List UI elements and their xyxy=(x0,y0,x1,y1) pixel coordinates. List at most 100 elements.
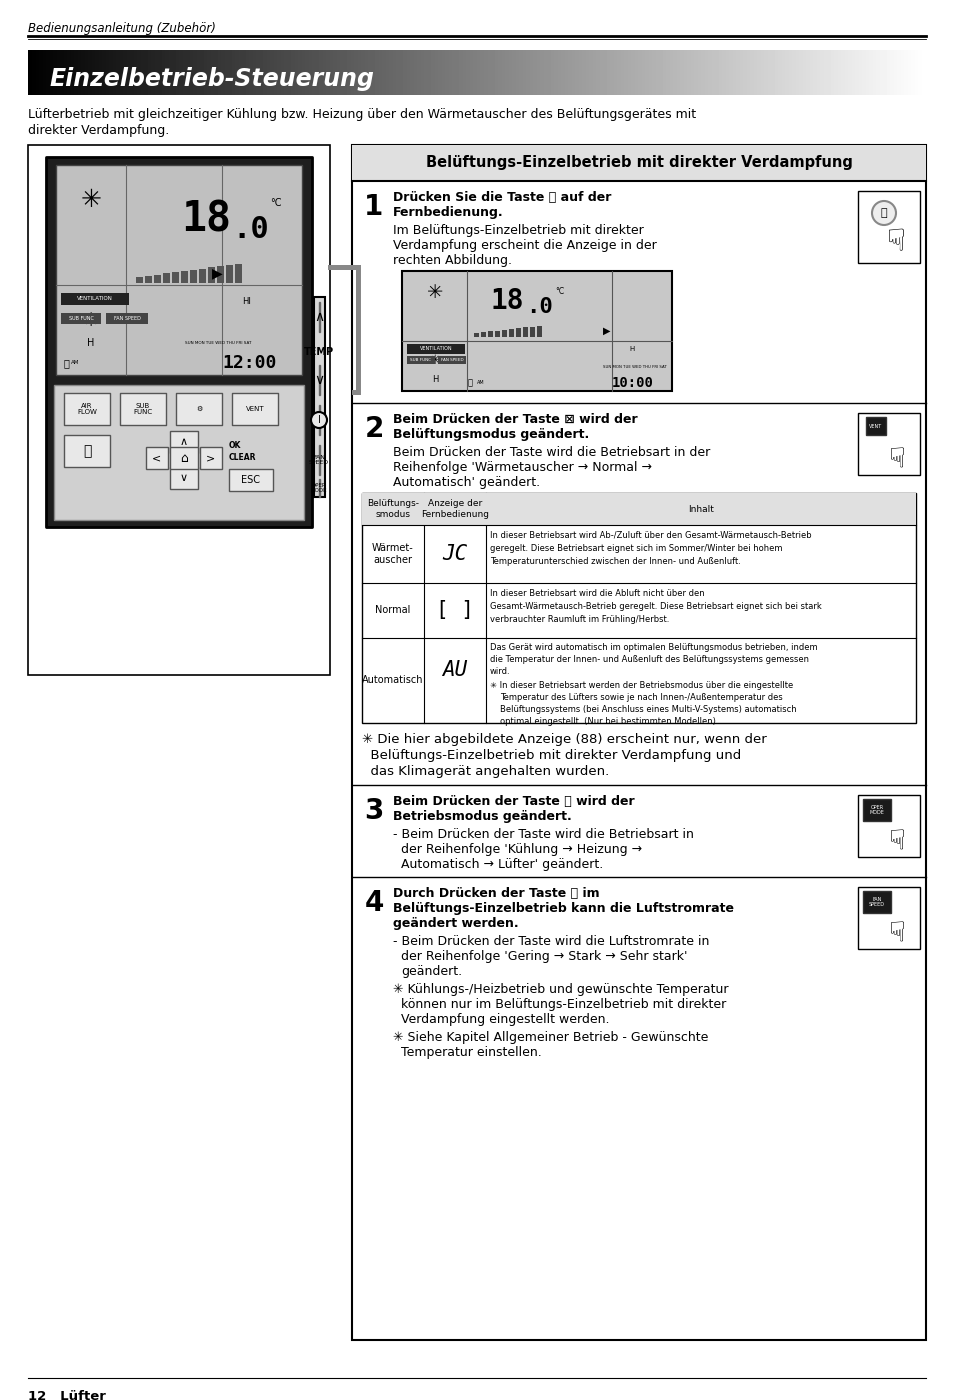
Bar xyxy=(401,272,671,391)
Text: ✳ Die hier abgebildete Anzeige (88) erscheint nur, wenn der: ✳ Die hier abgebildete Anzeige (88) ersc… xyxy=(361,734,766,746)
Text: °C: °C xyxy=(270,197,281,209)
Text: CLEAR: CLEAR xyxy=(229,452,256,462)
Text: SUB FUNC: SUB FUNC xyxy=(410,358,431,363)
Bar xyxy=(318,365,319,395)
Bar xyxy=(46,157,312,526)
Text: TEMP: TEMP xyxy=(304,347,334,357)
Bar xyxy=(175,393,222,426)
Text: <: < xyxy=(152,454,161,463)
Bar xyxy=(361,493,915,722)
Text: ☞: ☞ xyxy=(878,920,906,945)
Text: Belüftungs-Einzelbetrieb mit direkter Verdampfung: Belüftungs-Einzelbetrieb mit direkter Ve… xyxy=(425,155,852,171)
Circle shape xyxy=(311,412,327,428)
Text: SUB FUNC: SUB FUNC xyxy=(69,315,93,321)
Bar xyxy=(352,391,355,395)
Bar xyxy=(199,269,206,283)
Text: ✳: ✳ xyxy=(429,354,439,367)
Bar xyxy=(172,272,179,283)
Text: ∧: ∧ xyxy=(314,309,324,323)
Text: wird.: wird. xyxy=(490,666,510,676)
Text: SUB
FUNC: SUB FUNC xyxy=(133,403,152,416)
Bar xyxy=(857,190,919,263)
Text: JC: JC xyxy=(442,545,467,564)
Text: geregelt. Diese Betriebsart eignet sich im Sommer/Winter bei hohem: geregelt. Diese Betriebsart eignet sich … xyxy=(490,545,781,553)
Text: OPER
MODE: OPER MODE xyxy=(311,483,327,493)
Bar xyxy=(145,276,152,283)
Text: ESC: ESC xyxy=(241,475,260,484)
Text: ⏱: ⏱ xyxy=(63,358,69,368)
Text: das Klimagerät angehalten wurden.: das Klimagerät angehalten wurden. xyxy=(361,764,609,778)
Bar xyxy=(352,146,925,181)
Bar xyxy=(495,330,499,337)
Text: Inhalt: Inhalt xyxy=(687,504,713,514)
Text: Verdampfung eingestellt werden.: Verdampfung eingestellt werden. xyxy=(400,1014,609,1026)
Text: ✳ In dieser Betriebsart werden der Betriebsmodus über die eingestellte: ✳ In dieser Betriebsart werden der Betri… xyxy=(490,680,792,690)
Text: HI: HI xyxy=(242,297,252,305)
Bar xyxy=(488,332,493,337)
Text: ✳: ✳ xyxy=(426,283,443,302)
Bar xyxy=(226,265,233,283)
Bar xyxy=(480,332,485,337)
Text: 12:00: 12:00 xyxy=(222,354,276,372)
Text: Das Gerät wird automatisch im optimalen Belüftungsmodus betrieben, indem: Das Gerät wird automatisch im optimalen … xyxy=(490,643,817,652)
Text: optimal eingestellt. (Nur bei bestimmten Modellen): optimal eingestellt. (Nur bei bestimmten… xyxy=(499,717,715,727)
Text: Betriebsmodus geändert.: Betriebsmodus geändert. xyxy=(393,811,571,823)
Text: ▶: ▶ xyxy=(212,266,222,280)
Text: FAN SPEED: FAN SPEED xyxy=(440,358,463,363)
Bar xyxy=(64,393,110,426)
Text: Reihenfolge 'Wärmetauscher → Normal →: Reihenfolge 'Wärmetauscher → Normal → xyxy=(393,461,651,475)
Text: ✳ Kühlungs-/Heizbetrieb und gewünschte Temperatur: ✳ Kühlungs-/Heizbetrieb und gewünschte T… xyxy=(393,983,728,995)
Text: ✳: ✳ xyxy=(83,311,99,329)
Bar xyxy=(318,405,319,435)
Text: AIR
FLOW: AIR FLOW xyxy=(77,403,97,416)
Text: VENTILATION: VENTILATION xyxy=(419,347,452,351)
Bar xyxy=(61,314,101,323)
Bar xyxy=(200,447,222,469)
Text: 4: 4 xyxy=(364,889,383,917)
Bar xyxy=(522,328,527,337)
Text: 1: 1 xyxy=(364,193,383,221)
Text: Automatisch → Lüfter' geändert.: Automatisch → Lüfter' geändert. xyxy=(400,858,602,871)
Text: H: H xyxy=(88,337,94,349)
Text: Beim Drücken der Taste Ⓕ wird der: Beim Drücken der Taste Ⓕ wird der xyxy=(393,795,634,808)
Text: H: H xyxy=(629,346,634,351)
Bar xyxy=(857,413,919,475)
Text: Temperatur des Lüfters sowie je nach Innen-/Außentemperatur des: Temperatur des Lüfters sowie je nach Inn… xyxy=(499,693,781,701)
Text: ⌂: ⌂ xyxy=(180,451,188,465)
Bar xyxy=(501,330,506,337)
Text: FAN SPEED: FAN SPEED xyxy=(113,315,140,321)
Text: rechten Abbildung.: rechten Abbildung. xyxy=(393,253,512,267)
Bar xyxy=(407,344,464,354)
Text: ∧: ∧ xyxy=(180,437,188,447)
Bar xyxy=(318,479,319,497)
Text: ✳: ✳ xyxy=(80,188,101,211)
Text: Durch Drücken der Taste Ⓕ im: Durch Drücken der Taste Ⓕ im xyxy=(393,888,599,900)
Text: AM: AM xyxy=(476,381,484,385)
Text: Verdampfung erscheint die Anzeige in der: Verdampfung erscheint die Anzeige in der xyxy=(393,239,656,252)
Bar xyxy=(28,146,330,675)
Bar xyxy=(146,447,168,469)
Text: H: H xyxy=(432,374,437,384)
Bar xyxy=(318,302,319,332)
Text: können nur im Belüftungs-Einzelbetrieb mit direkter: können nur im Belüftungs-Einzelbetrieb m… xyxy=(400,998,725,1011)
Text: Automatisch: Automatisch xyxy=(362,675,423,685)
Circle shape xyxy=(871,202,895,225)
Text: Gesamt-Wärmetausch-Betrieb geregelt. Diese Betriebsart eignet sich bei stark: Gesamt-Wärmetausch-Betrieb geregelt. Die… xyxy=(490,602,821,610)
Bar xyxy=(857,795,919,857)
Text: Belüftungs-Einzelbetrieb mit direkter Verdampfung und: Belüftungs-Einzelbetrieb mit direkter Ve… xyxy=(361,749,740,762)
Text: I: I xyxy=(317,414,320,426)
Text: Temperatur einstellen.: Temperatur einstellen. xyxy=(400,1046,541,1058)
Text: ⏰: ⏰ xyxy=(83,444,91,458)
Text: verbrauchter Raumluft im Frühling/Herbst.: verbrauchter Raumluft im Frühling/Herbst… xyxy=(490,615,669,624)
Bar xyxy=(407,356,435,364)
Bar xyxy=(862,799,890,820)
Bar xyxy=(106,314,148,323)
Text: Belüftungssystems (bei Anschluss eines Multi-V-Systems) automatisch: Belüftungssystems (bei Anschluss eines M… xyxy=(499,706,796,714)
Bar xyxy=(170,431,198,454)
Text: direkter Verdampfung.: direkter Verdampfung. xyxy=(28,125,169,137)
Text: VENTILATION: VENTILATION xyxy=(77,297,112,301)
Bar xyxy=(120,393,166,426)
Text: 2: 2 xyxy=(364,414,383,442)
Text: .0: .0 xyxy=(526,297,553,316)
Bar xyxy=(865,417,885,435)
